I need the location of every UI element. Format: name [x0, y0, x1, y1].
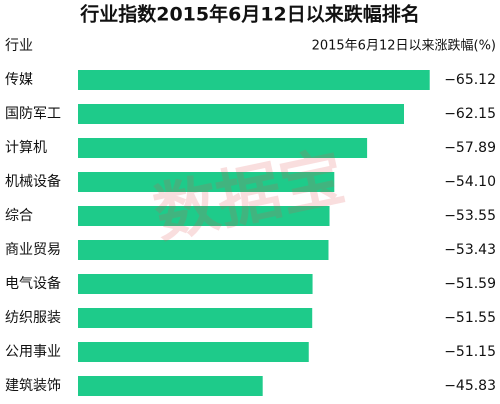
- bar: [78, 308, 313, 328]
- value-label: −65.12: [444, 72, 496, 88]
- category-label: 传媒: [5, 72, 33, 88]
- category-label: 综合: [5, 208, 33, 224]
- bar: [78, 138, 368, 158]
- category-label: 计算机: [5, 140, 47, 156]
- category-label: 纺织服装: [5, 310, 61, 326]
- bar: [78, 274, 313, 294]
- value-label: −51.59: [444, 276, 496, 292]
- category-label: 商业贸易: [5, 242, 61, 258]
- value-label: −57.89: [444, 140, 496, 156]
- category-label: 电气设备: [5, 275, 61, 292]
- value-label: −53.43: [444, 242, 496, 258]
- value-header: 2015年6月12日以来涨跌幅(%): [312, 38, 496, 54]
- value-label: −45.83: [444, 378, 496, 394]
- category-header: 行业: [5, 38, 33, 54]
- value-label: −51.55: [444, 310, 496, 326]
- value-label: −51.15: [444, 344, 496, 360]
- category-label: 机械设备: [5, 173, 61, 190]
- category-label: 建筑装饰: [5, 378, 61, 394]
- value-label: −62.15: [444, 106, 496, 122]
- bar: [78, 206, 330, 226]
- bar: [78, 104, 404, 124]
- bar: [78, 376, 263, 396]
- bar: [78, 172, 335, 192]
- bars: 传媒 −65.12 国防军工 −62.15 计算机 −57.89 机械设备 −54.10 综合 −…: [5, 70, 496, 396]
- bar: [78, 240, 329, 260]
- value-label: −53.55: [444, 208, 496, 224]
- category-label: 公用事业: [5, 344, 61, 360]
- category-label: 国防军工: [5, 106, 61, 122]
- value-label: −54.10: [444, 174, 496, 190]
- bar: [78, 342, 309, 362]
- bar: [78, 70, 430, 90]
- chart-title: 行业指数2015年6月12日以来跌幅排名: [79, 3, 420, 26]
